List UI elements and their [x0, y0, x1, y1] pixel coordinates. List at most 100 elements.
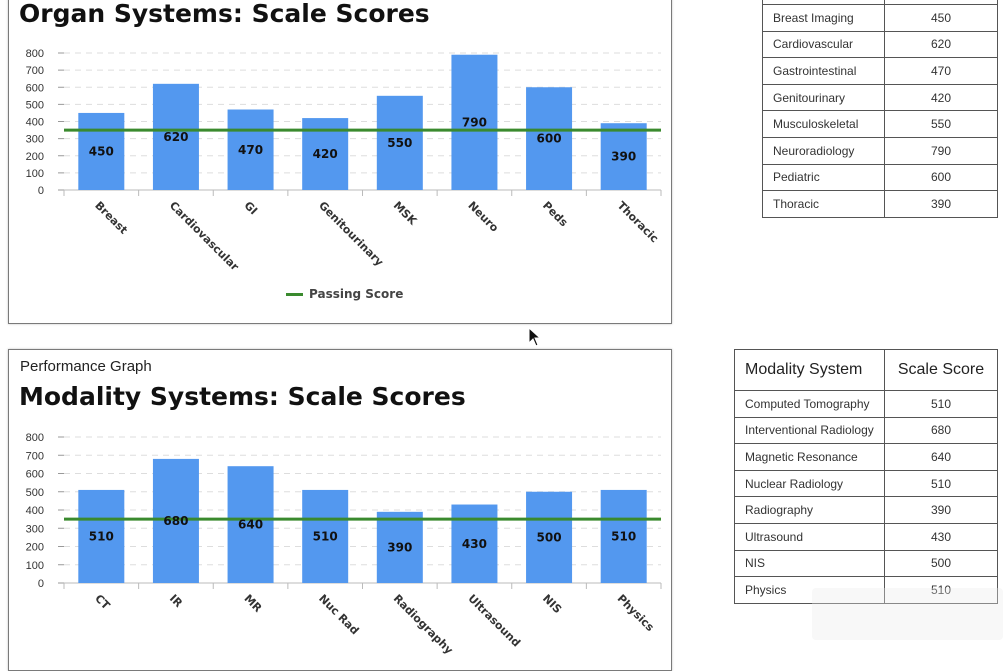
system-name-cell: Cardiovascular [762, 30, 885, 59]
scale-score-cell: 470 [884, 57, 998, 85]
scale-score-cell: 640 [884, 443, 998, 471]
modality-chart-plot: 800 700 600 500 400 300 200 100 0 510 680 640 510 390… [26, 432, 662, 657]
y-tick-label: 100 [26, 560, 44, 572]
scale-score-cell: 390 [884, 190, 998, 218]
data-label: 510 [89, 529, 114, 543]
scale-score-cell: 500 [884, 549, 998, 578]
data-label: 550 [387, 136, 412, 150]
bar [152, 458, 199, 583]
table-header-row [762, 0, 998, 5]
y-tick-label: 700 [26, 65, 44, 77]
scale-score-header: Scale Score [884, 349, 998, 391]
system-name-cell: Neuroradiology [762, 136, 885, 165]
bar [302, 489, 349, 583]
table-row: Magnetic Resonance 640 [734, 443, 998, 471]
system-name-cell: Magnetic Resonance [734, 443, 885, 471]
y-tick-label: 100 [26, 168, 44, 180]
scale-score-cell: 790 [884, 136, 998, 165]
category-label: Radiography [391, 592, 456, 657]
scale-score-cell: 600 [884, 163, 998, 192]
category-label: NIS [540, 592, 564, 616]
system-name-cell: Musculoskeletal [762, 110, 885, 138]
scale-score-cell: 390 [884, 496, 998, 524]
y-tick-label: 200 [26, 542, 44, 554]
table-row: Cardiovascular 620 [762, 30, 998, 59]
organ-chart-panel: Organ Systems: Scale Scores 800 700 600 500… [8, 0, 672, 324]
modality-chart-title: Modality Systems: Scale Scores [19, 382, 466, 411]
y-tick-label: 300 [26, 523, 44, 535]
table-row: Ultrasound 430 [734, 522, 998, 551]
system-name-cell: Pediatric [762, 163, 885, 192]
table-row: Physics 510 [734, 576, 998, 604]
bar [152, 83, 199, 190]
table-row: Interventional Radiology 680 [734, 416, 998, 445]
bar [376, 95, 423, 190]
system-name-cell: Breast Imaging [762, 4, 885, 32]
scale-score-cell: 430 [884, 522, 998, 551]
y-tick-label: 300 [26, 134, 44, 146]
scale-score-cell: 420 [884, 83, 998, 112]
modality-system-header: Modality System [734, 349, 885, 391]
performance-graph-label: Performance Graph [20, 358, 152, 375]
category-label: Thoracic [615, 199, 661, 245]
bar [227, 109, 274, 190]
data-label: 430 [462, 537, 487, 551]
organ-chart-title: Organ Systems: Scale Scores [19, 0, 430, 28]
organ-chart-plot: 800 700 600 500 400 300 200 100 0 450 620 470 420 550… [26, 48, 662, 274]
modality-score-table: Modality System Scale Score Computed Tom… [734, 349, 998, 604]
category-label: Peds [540, 199, 571, 230]
y-tick-label: 0 [38, 185, 44, 197]
legend-label: Passing Score [309, 287, 404, 301]
bar [600, 489, 647, 583]
system-name-cell: Gastrointestinal [762, 57, 885, 85]
table-row: NIS 500 [734, 549, 998, 578]
data-label: 450 [89, 144, 114, 158]
system-name-cell: Nuclear Radiology [734, 469, 885, 498]
category-label: Breast [92, 199, 130, 237]
data-label: 390 [387, 540, 412, 554]
category-label: MR [241, 592, 264, 615]
bar [376, 511, 423, 583]
category-label: Physics [615, 592, 657, 634]
bar [526, 491, 573, 583]
mouse-pointer-icon [528, 327, 542, 347]
system-name-cell: Computed Tomography [734, 390, 885, 418]
category-label: Ultrasound [465, 592, 523, 650]
table-header-row: Modality System Scale Score [734, 349, 998, 391]
table-row: Breast Imaging 450 [762, 4, 998, 32]
category-label: Cardiovascular [167, 199, 242, 274]
category-label: Neuro [465, 199, 501, 235]
system-name-cell: Physics [734, 576, 885, 604]
category-label: IR [167, 592, 185, 610]
scale-score-cell: 550 [884, 110, 998, 138]
data-label: 620 [163, 130, 188, 144]
bar [227, 466, 274, 583]
bar [526, 87, 573, 190]
organ-score-table: Breast Imaging 450 Cardiovascular 620 Gastro… [762, 0, 998, 218]
data-label: 790 [462, 115, 487, 129]
category-label: MSK [391, 199, 420, 228]
y-tick-label: 800 [26, 48, 44, 60]
table-row: Nuclear Radiology 510 [734, 469, 998, 498]
table-row: Pediatric 600 [762, 163, 998, 192]
modality-chart-panel: Performance Graph Modality Systems: Scal… [8, 349, 672, 671]
y-tick-label: 500 [26, 99, 44, 111]
table-row: Musculoskeletal 550 [762, 110, 998, 138]
data-label: 510 [313, 529, 338, 543]
y-tick-label: 600 [26, 82, 44, 94]
table-row: Neuroradiology 790 [762, 136, 998, 165]
data-label: 640 [238, 518, 263, 532]
data-label: 500 [537, 530, 562, 544]
bar [451, 504, 498, 583]
scale-score-cell: 680 [884, 416, 998, 445]
y-tick-label: 200 [26, 151, 44, 163]
system-name-cell: Radiography [734, 496, 885, 524]
system-name-cell: NIS [734, 549, 885, 578]
scale-score-cell: 620 [884, 30, 998, 59]
data-label: 510 [611, 529, 636, 543]
y-tick-label: 400 [26, 505, 44, 517]
table-row: Computed Tomography 510 [734, 390, 998, 418]
video-overlay-controls [812, 588, 1003, 640]
table-row: Gastrointestinal 470 [762, 57, 998, 85]
bar [78, 112, 125, 190]
